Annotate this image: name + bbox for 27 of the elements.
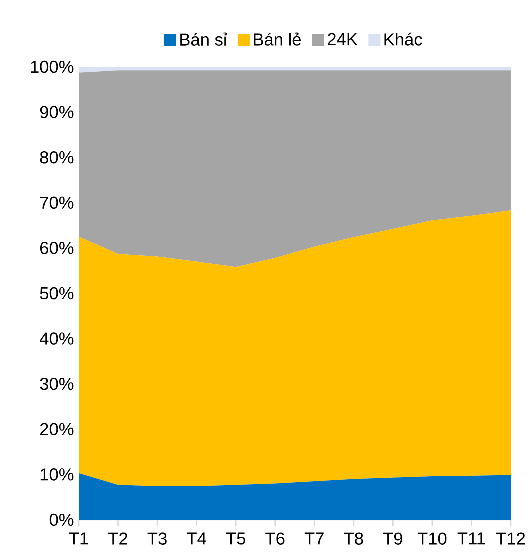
x-tick-label: T12: [496, 532, 526, 545]
legend-label: 24K: [328, 33, 358, 46]
y-tick-label: 60%: [40, 242, 74, 254]
y-tick-label: 80%: [40, 151, 74, 164]
x-tick-label: T6: [266, 532, 285, 545]
x-tick-label: T8: [344, 532, 364, 545]
y-tick-label: 20%: [40, 423, 74, 436]
x-tick-label: T1: [69, 532, 88, 545]
x-tick-label: T9: [383, 532, 402, 545]
y-tick-label: 30%: [40, 378, 74, 390]
x-tick-label: T3: [148, 532, 167, 545]
y-tick-label: 40%: [40, 332, 74, 345]
x-tick-label: T5: [226, 532, 246, 545]
legend-label: Bán sỉ: [180, 32, 228, 46]
y-tick-label: 70%: [40, 196, 74, 210]
legend-label: Khác: [384, 32, 422, 46]
y-tick-label: 50%: [40, 287, 74, 300]
x-tick-label: T7: [304, 532, 324, 545]
x-tick-label: T4: [187, 532, 206, 545]
y-tick-label: 90%: [40, 106, 74, 118]
x-tick-label: T10: [418, 532, 447, 545]
x-tick-label: T2: [108, 532, 128, 545]
y-tick-label: 10%: [40, 468, 74, 481]
legend-label: Bán lẻ: [254, 32, 302, 46]
x-tick-label: T11: [458, 532, 486, 545]
y-tick-label: 0%: [50, 514, 74, 526]
y-tick-label: 100%: [31, 60, 74, 74]
